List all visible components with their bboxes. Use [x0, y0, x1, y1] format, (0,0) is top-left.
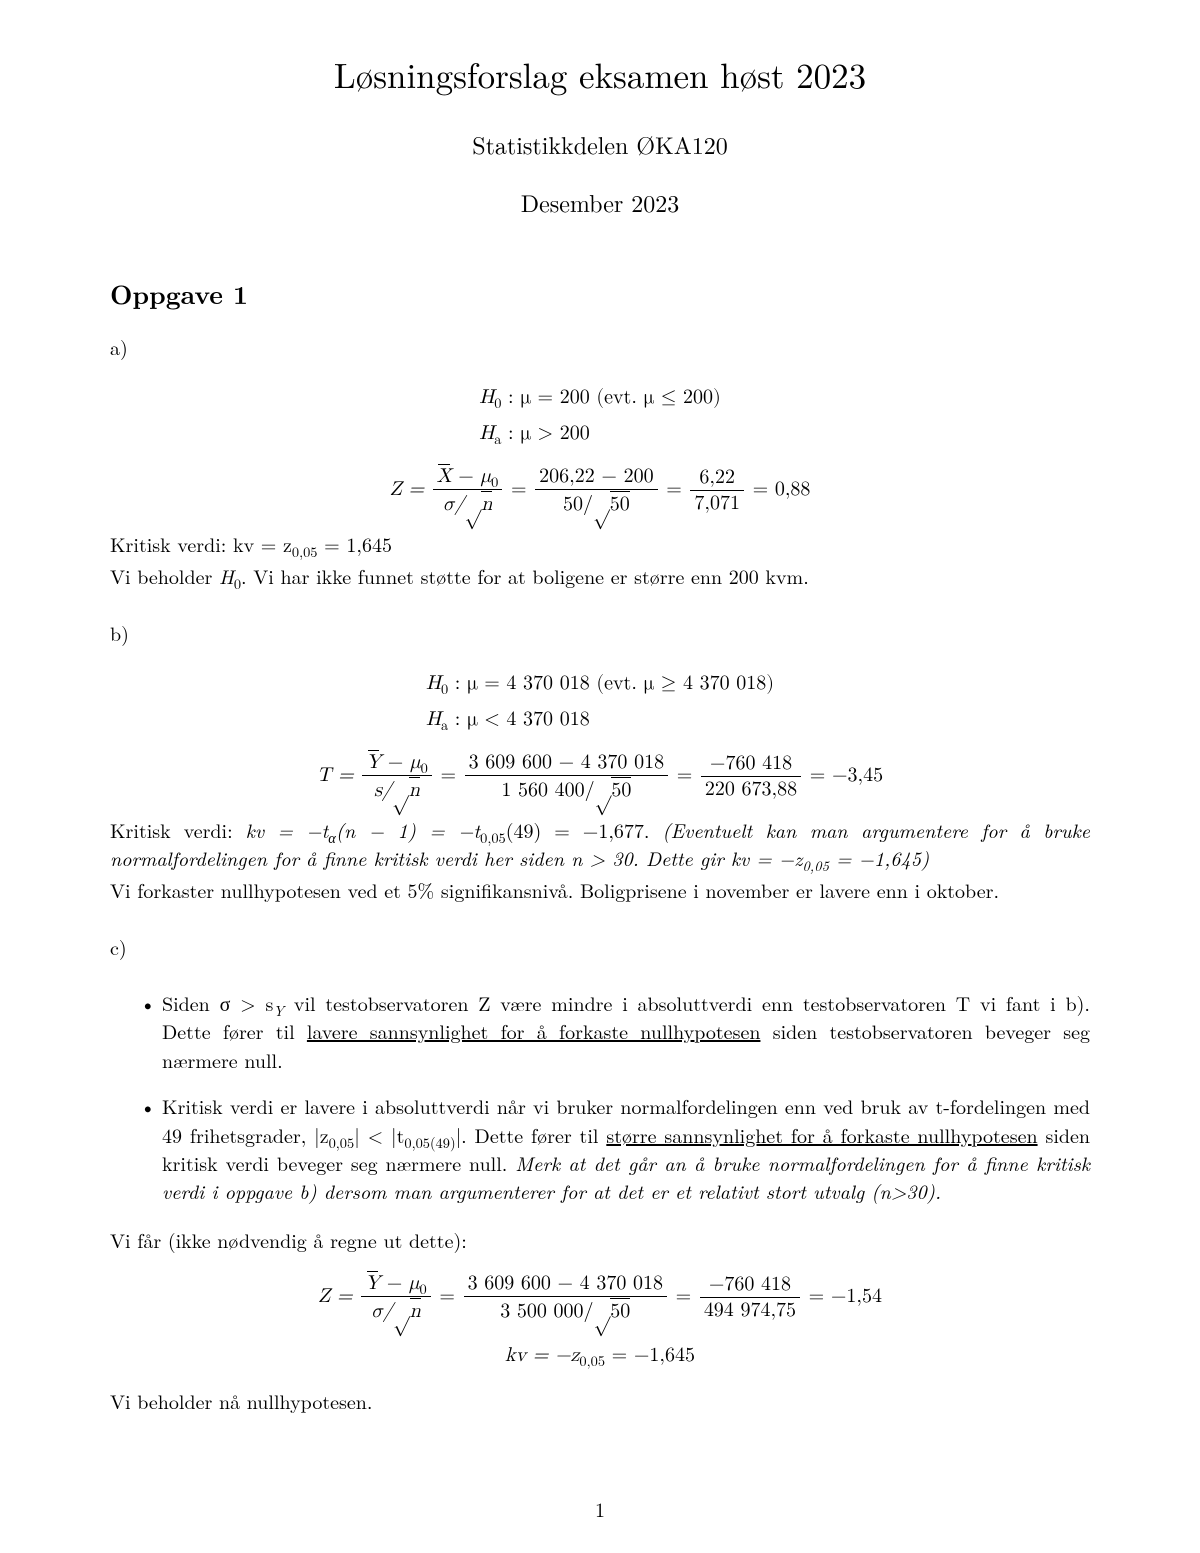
- section-heading: Oppgave 1: [110, 275, 1090, 312]
- part-b-kv-line: Kritisk verdi: kv = −tα(n − 1) = −t0,05(…: [110, 816, 1090, 872]
- document-subtitle: Statistikkdelen ØKA120: [110, 127, 1090, 161]
- c-frac1: Y − μ0 σ/√n: [361, 1272, 431, 1323]
- part-c-pre-line: Vi får (ikke nødvendig å regne ut dette)…: [110, 1226, 1090, 1254]
- document-title: Løsningsforslag eksamen høst 2023: [110, 50, 1090, 99]
- z-frac3: 6,22 7,071: [690, 466, 744, 515]
- c-frac2: 3 609 600 − 4 370 018 3 500 000/√50: [464, 1272, 667, 1323]
- eq3: = 0,88: [753, 479, 811, 499]
- bullet-1: Siden σ > sY vil testobservatoren Z være…: [140, 989, 1090, 1074]
- h0-symbol: H: [479, 387, 494, 407]
- part-a-kv-line: Kritisk verdi: kv = z0,05 = 1,645: [110, 530, 1090, 558]
- ha-text: : μ > 200: [501, 423, 589, 443]
- part-b-t-formula: T = Y − μ0 s/√n = 3 609 600 − 4 370 018 …: [110, 751, 1090, 802]
- z-lhs: Z =: [390, 479, 431, 499]
- z-frac1: X − μ0 σ/√n: [433, 465, 503, 516]
- part-a-z-formula: Z = X − μ0 σ/√n = 206,22 − 200 50/√50 = …: [110, 465, 1090, 516]
- part-a-label: a): [110, 332, 1090, 361]
- part-c-bullets: Siden σ > sY vil testobservatoren Z være…: [110, 989, 1090, 1206]
- part-a-hypotheses: H0 : μ = 200 (evt. μ ≤ 200) Ha : μ > 200: [110, 379, 1090, 451]
- part-b-hypotheses: H0 : μ = 4 370 018 (evt. μ ≥ 4 370 018) …: [110, 665, 1090, 737]
- t-frac2: 3 609 600 − 4 370 018 1 560 400/√50: [465, 751, 668, 802]
- document-page: Løsningsforslag eksamen høst 2023 Statis…: [0, 0, 1200, 1553]
- document-date: Desember 2023: [110, 185, 1090, 219]
- z-frac2: 206,22 − 200 50/√50: [535, 465, 657, 516]
- c-frac3: −760 418 494 974,75: [700, 1273, 800, 1322]
- t-frac1: Y − μ0 s/√n: [362, 751, 432, 802]
- part-a-conclusion: Vi beholder H0. Vi har ikke funnet støtt…: [110, 562, 1090, 590]
- bullet-2: Kritisk verdi er lavere i absoluttverdi …: [140, 1092, 1090, 1206]
- h0-text: : μ = 200 (evt. μ ≤ 200): [501, 387, 720, 407]
- page-number: 1: [0, 1494, 1200, 1523]
- t-frac3: −760 418 220 673,88: [701, 752, 801, 801]
- part-c-conclusion: Vi beholder nå nullhypotesen.: [110, 1387, 1090, 1415]
- part-c-z-formula: Z = Y − μ0 σ/√n = 3 609 600 − 4 370 018 …: [110, 1272, 1090, 1323]
- part-b-conclusion: Vi forkaster nullhypotesen ved et 5% sig…: [110, 876, 1090, 904]
- eq2: =: [666, 479, 688, 499]
- ha-symbol: H: [479, 423, 494, 443]
- part-b-label: b): [110, 618, 1090, 647]
- part-c-kv: kv = −z0,05 = −1,645: [110, 1337, 1090, 1373]
- eq1: =: [511, 479, 533, 499]
- part-c-label: c): [110, 932, 1090, 961]
